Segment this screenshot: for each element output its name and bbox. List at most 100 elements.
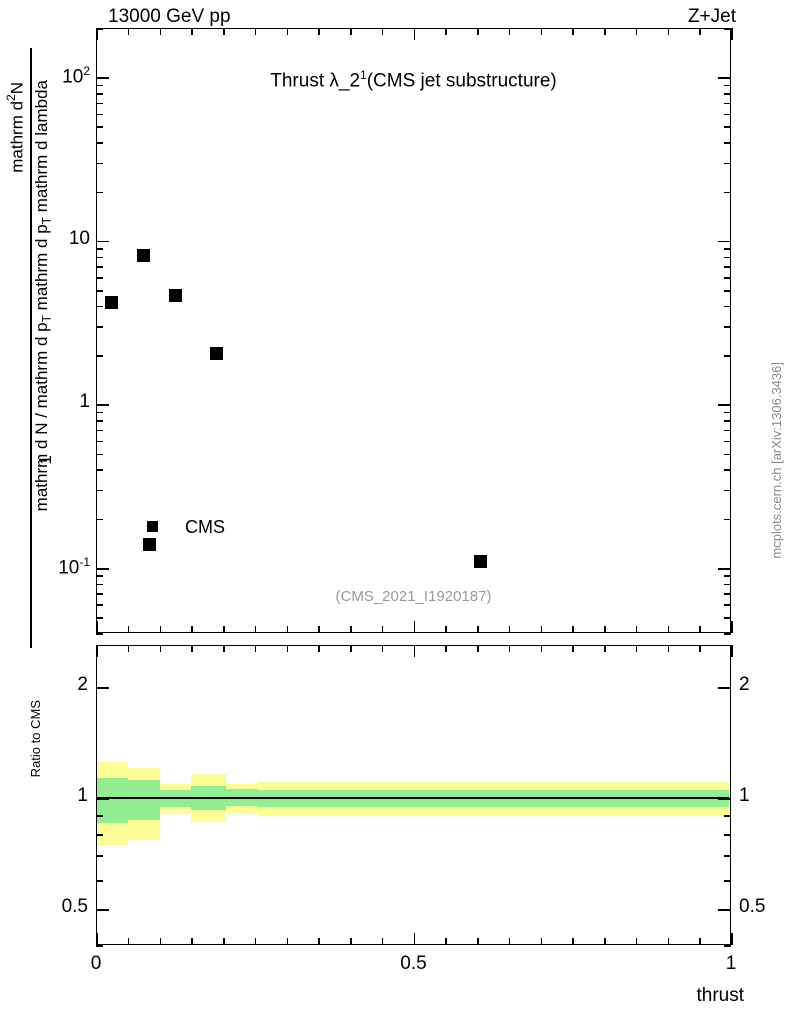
x-tick-main-top <box>350 28 352 35</box>
x-tick-ratio-top <box>667 645 670 652</box>
y-tick-ratio <box>96 945 103 947</box>
ratio-y-axis-label: Ratio to CMS <box>28 700 43 778</box>
x-tick-ratio-bottom <box>508 938 511 945</box>
x-tick-main-top <box>604 28 606 35</box>
y-tick-main <box>96 256 103 259</box>
y-tick-main <box>96 248 103 250</box>
y-tick-main-right <box>724 633 731 635</box>
x-axis-tick-label: 1 <box>725 953 737 974</box>
y-tick-main-right <box>718 567 731 570</box>
x-tick-ratio-bottom <box>159 938 162 945</box>
x-tick-ratio-top <box>477 645 479 652</box>
data-point-marker <box>143 538 157 552</box>
plot-title: Thrust λ_21(CMS jet substructure) <box>270 68 557 92</box>
data-point-marker <box>473 555 487 569</box>
y-tick-main-right <box>718 240 731 243</box>
x-tick-ratio-top <box>445 645 447 652</box>
y-tick-main-right <box>724 453 731 456</box>
y-tick-main <box>96 429 103 432</box>
x-tick-ratio-top <box>318 645 320 652</box>
data-point-marker <box>137 249 151 263</box>
y-tick-ratio <box>96 687 109 689</box>
y-tick-ratio <box>96 798 109 800</box>
y-tick-main <box>96 28 103 30</box>
x-tick-ratio-bottom <box>477 938 479 945</box>
y-tick-main-right <box>724 305 731 308</box>
x-tick-main-bottom <box>572 626 574 633</box>
x-tick-ratio-top <box>350 645 352 652</box>
y-tick-main <box>96 355 103 357</box>
y-tick-ratio-right <box>718 909 731 911</box>
y-tick-main-right <box>724 604 731 606</box>
y-tick-main-right <box>718 77 731 79</box>
ratio-tick-label: 0.5 <box>739 896 766 918</box>
x-tick-main-bottom <box>477 626 479 633</box>
y-tick-main-right <box>724 126 731 129</box>
y-axis-tick-label: 10-1 <box>58 554 90 579</box>
ratio-inner-band-segment <box>127 779 160 821</box>
y-axis-tick-label: 1 <box>79 391 90 413</box>
x-tick-ratio-bottom <box>413 933 416 945</box>
y-tick-ratio-right <box>718 687 731 689</box>
y-tick-ratio-right <box>724 833 731 836</box>
y-tick-ratio-right <box>724 945 731 947</box>
x-tick-ratio-bottom <box>286 938 289 945</box>
y-tick-main <box>96 489 103 492</box>
y-tick-main <box>96 84 103 87</box>
x-tick-main-bottom <box>96 621 98 633</box>
y-tick-ratio-right <box>724 815 731 817</box>
y-tick-main <box>96 162 103 165</box>
x-tick-main-bottom <box>223 626 225 633</box>
y-tick-ratio <box>96 880 103 882</box>
x-tick-ratio-top <box>572 645 574 652</box>
source-credit: mcplots.cern.ch [arXiv:1306.3436] <box>769 362 784 559</box>
x-tick-main-bottom <box>699 626 701 633</box>
x-tick-ratio-top <box>223 645 225 652</box>
x-tick-main-top <box>286 28 289 35</box>
y-tick-main <box>96 404 109 406</box>
x-tick-main-bottom <box>191 626 193 633</box>
y-tick-main-right <box>724 191 731 194</box>
x-tick-ratio-top <box>159 645 162 652</box>
x-tick-main-top <box>413 28 416 40</box>
y-tick-main <box>96 593 103 595</box>
ratio-tick-label: 2 <box>739 674 750 696</box>
y-tick-main-right <box>724 266 731 268</box>
x-tick-main-top <box>445 28 447 35</box>
data-point-marker <box>168 289 182 303</box>
y-tick-main-right <box>724 113 731 116</box>
y-axis-numerator-one: 1 <box>36 455 55 465</box>
y-tick-main-right <box>724 326 731 328</box>
y-axis-label: mathrm d2N mathrm d N / mathrm d pT math… <box>2 20 58 648</box>
y-axis-denominator: mathrm d N / mathrm d pT mathrm d pT mat… <box>32 80 54 512</box>
y-tick-main <box>96 411 103 414</box>
x-tick-ratio-top <box>731 645 733 657</box>
y-tick-main <box>96 240 109 243</box>
x-tick-main-top <box>159 28 162 35</box>
y-tick-main <box>96 290 103 292</box>
x-tick-main-bottom <box>286 626 289 633</box>
main-plot-frame <box>96 28 731 633</box>
x-tick-ratio-top <box>540 645 543 652</box>
y-axis-numerator: mathrm d2N <box>4 82 27 173</box>
y-tick-main <box>96 469 103 472</box>
x-axis-tick-label: 0 <box>90 953 102 974</box>
ratio-tick-label: 2 <box>77 674 88 696</box>
y-tick-main-right <box>724 84 731 87</box>
x-tick-ratio-top <box>381 645 384 652</box>
x-tick-main-bottom <box>127 626 130 633</box>
x-tick-main-top <box>667 28 670 35</box>
header-collision-energy: 13000 GeV pp <box>108 6 231 27</box>
y-tick-main-right <box>724 518 731 521</box>
y-tick-main-right <box>718 404 731 406</box>
y-tick-main-right <box>724 277 731 279</box>
x-tick-main-top <box>572 28 574 35</box>
y-tick-main-right <box>724 469 731 472</box>
y-tick-main-right <box>724 583 731 586</box>
y-tick-main-right <box>724 489 731 492</box>
x-tick-main-top <box>381 28 384 35</box>
x-tick-main-bottom <box>350 626 352 633</box>
y-tick-main-right <box>724 355 731 357</box>
x-tick-main-top <box>127 28 130 35</box>
y-axis-tick-label: 10 <box>68 227 90 249</box>
